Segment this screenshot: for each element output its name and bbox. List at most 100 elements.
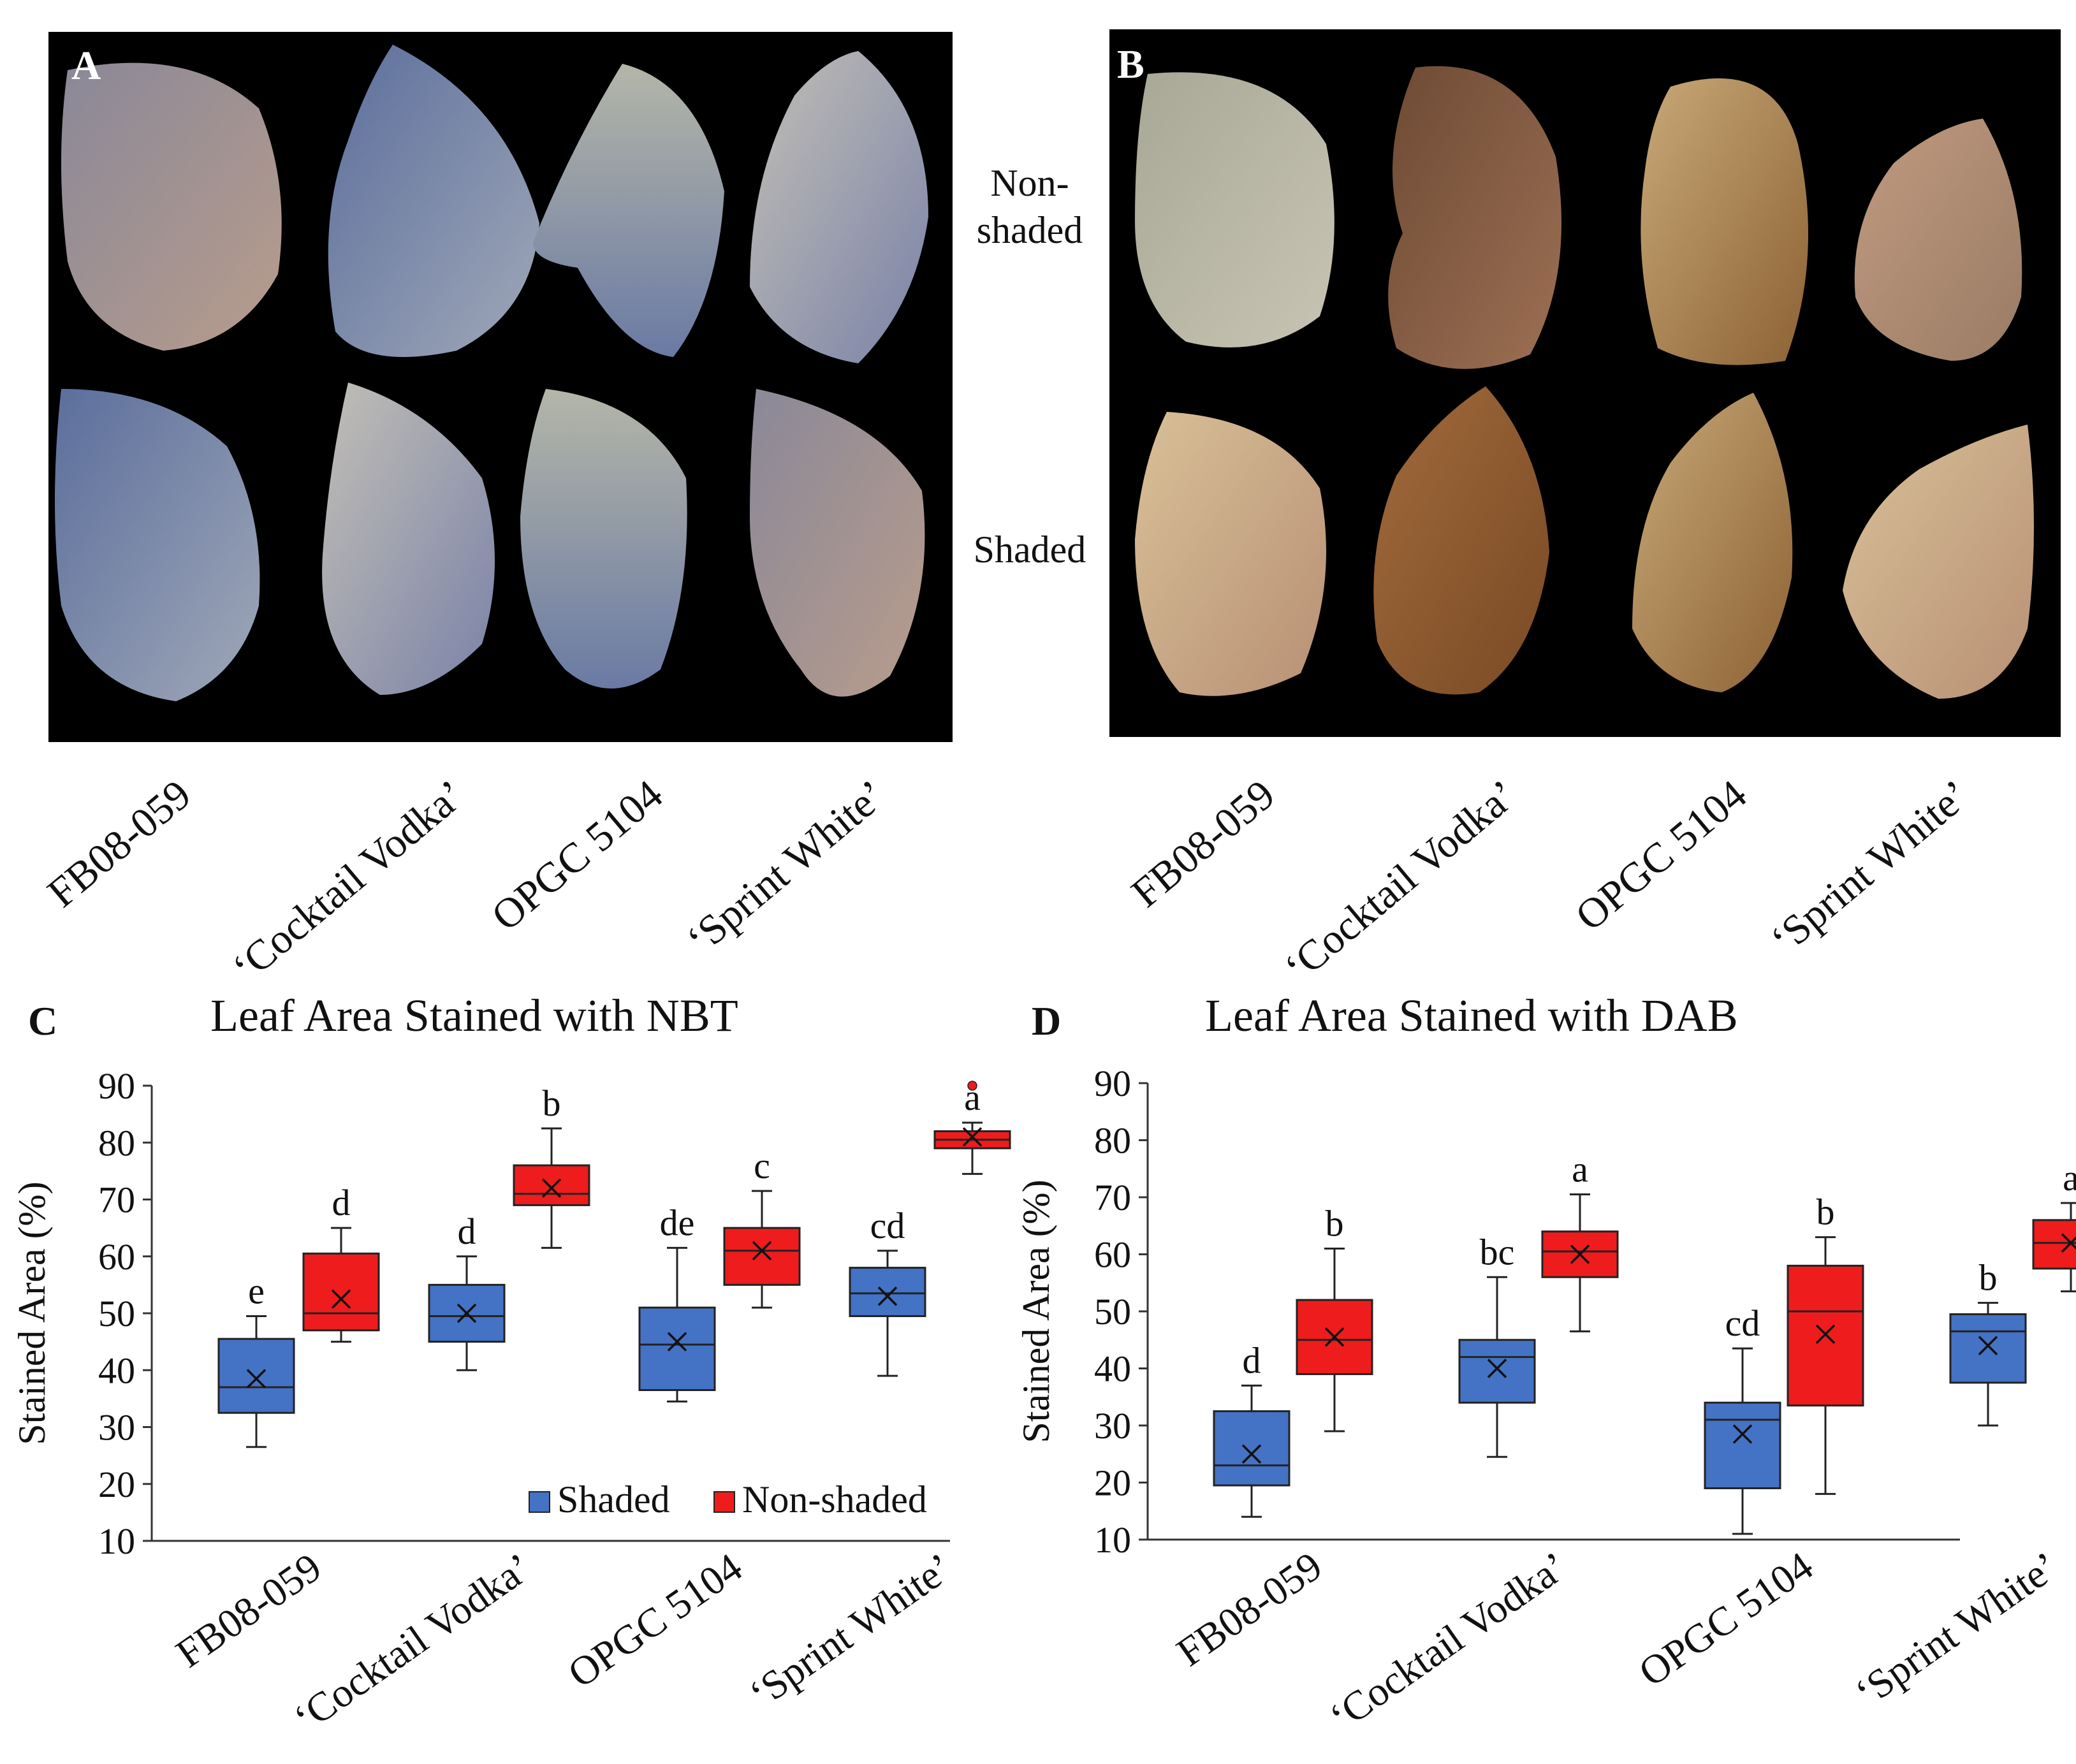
dab-photo-panel: B xyxy=(1109,29,2061,737)
leaf-a-shaded-4 xyxy=(750,389,925,697)
mean-marker xyxy=(962,1127,983,1147)
significance-letter: a xyxy=(1572,1149,1588,1190)
y-tick-label: 30 xyxy=(1094,1405,1131,1447)
iqr-box xyxy=(302,1252,380,1332)
x-category-label: OPGC 5104 xyxy=(1631,1543,1822,1695)
significance-letter: c xyxy=(754,1145,770,1186)
iqr-box xyxy=(1213,1410,1290,1487)
significance-letter: a xyxy=(964,1077,981,1118)
leaf-b-nonshaded-2 xyxy=(1388,66,1561,369)
leaf-a-nonshaded-4 xyxy=(750,51,928,363)
significance-letter: d xyxy=(1243,1339,1261,1381)
nonshaded-box-0: b xyxy=(1296,1203,1373,1432)
shaded-box-1: d xyxy=(428,1211,506,1371)
mean-marker xyxy=(752,1241,772,1261)
outlier-point xyxy=(967,1081,977,1091)
row-label-shaded: Shaded xyxy=(973,528,1086,571)
significance-letter: bc xyxy=(1480,1231,1515,1272)
y-tick-label: 60 xyxy=(98,1236,135,1278)
nbt-box-chart: 10 20 30 40 50 60 70 80 90 Stained Area (%) e d FB08… xyxy=(11,1065,1011,1741)
y-tick-label: 50 xyxy=(98,1293,135,1334)
leaf-a-shaded-3 xyxy=(520,389,687,689)
y-tick-label: 10 xyxy=(1094,1519,1131,1561)
shaded-box-3: b xyxy=(1949,1257,2027,1427)
shaded-box-0: d xyxy=(1213,1339,1290,1518)
x-category-label: FB08-059 xyxy=(1169,1543,1330,1675)
legend-swatch-nonshaded xyxy=(713,1491,735,1513)
nonshaded-box-3: a xyxy=(933,1077,1011,1175)
mean-marker xyxy=(877,1286,898,1306)
mean-marker xyxy=(1732,1424,1753,1444)
y-tick-label: 80 xyxy=(98,1122,135,1163)
significance-letter: cd xyxy=(1725,1302,1760,1344)
significance-letter: b xyxy=(1979,1257,1998,1299)
significance-letter: d xyxy=(458,1211,476,1252)
nbt-photo-panel: A xyxy=(48,32,953,742)
y-tick-label: 20 xyxy=(98,1464,135,1505)
panel-letter-d: D xyxy=(1032,998,1062,1044)
iqr-box xyxy=(428,1283,506,1343)
nonshaded-box-1: a xyxy=(1541,1149,1619,1332)
mean-marker xyxy=(1570,1244,1590,1264)
significance-letter: d xyxy=(332,1182,351,1223)
x-category-label: FB08-059 xyxy=(168,1544,329,1676)
iqr-box xyxy=(1458,1339,1536,1404)
shaded-box-2: cd xyxy=(1704,1302,1781,1535)
y-tick-label: 20 xyxy=(1094,1462,1131,1504)
legend-label-shaded: Shaded xyxy=(557,1478,670,1520)
nonshaded-box-1: b xyxy=(513,1082,590,1249)
mean-marker xyxy=(1978,1336,1998,1355)
leaf-a-nonshaded-2 xyxy=(328,45,539,357)
mean-marker xyxy=(246,1369,267,1389)
panel-letter-b: B xyxy=(1117,41,1144,87)
y-tick-label: 40 xyxy=(1094,1348,1131,1390)
nonshaded-box-2: b xyxy=(1787,1192,1864,1495)
y-tick-label: 40 xyxy=(98,1350,135,1391)
nonshaded-box-2: c xyxy=(723,1145,801,1309)
leaf-a-nonshaded-1 xyxy=(61,62,282,351)
y-tick-label: 80 xyxy=(1094,1120,1131,1162)
mean-marker xyxy=(541,1178,562,1198)
x-category-label: ‘Sprint White’ xyxy=(741,1544,960,1717)
mean-marker xyxy=(1324,1327,1345,1347)
y-tick-label: 90 xyxy=(98,1065,135,1107)
x-category-label: ‘Sprint White’ xyxy=(1847,1543,2066,1716)
significance-letter: cd xyxy=(870,1205,905,1246)
chart-d-title: Leaf Area Stained with DAB xyxy=(1205,990,1738,1041)
iqr-box xyxy=(638,1306,716,1391)
legend-label-nonshaded: Non-shaded xyxy=(742,1478,927,1520)
mean-marker xyxy=(457,1303,477,1323)
dab-leaf-photos xyxy=(1135,66,2034,699)
significance-letter: b xyxy=(1326,1203,1344,1244)
panel-letter-c: C xyxy=(28,998,58,1044)
nonshaded-box-3: a xyxy=(2032,1157,2076,1293)
nbt-leaf-photos xyxy=(55,45,928,701)
y-axis-label: Stained Area (%) xyxy=(11,1181,53,1445)
panel-letter-a: A xyxy=(71,43,101,88)
shaded-box-2: de xyxy=(638,1202,716,1403)
leaf-b-nonshaded-1 xyxy=(1135,72,1334,347)
iqr-box xyxy=(1541,1230,1619,1278)
iqr-box xyxy=(723,1227,801,1286)
iqr-box xyxy=(849,1267,926,1317)
leaf-a-nonshaded-3 xyxy=(533,64,724,357)
y-tick-label: 90 xyxy=(1094,1063,1131,1104)
iqr-box xyxy=(1949,1313,2027,1384)
leaf-a-shaded-1 xyxy=(55,389,260,701)
x-category-label: OPGC 5104 xyxy=(560,1544,750,1696)
significance-letter: b xyxy=(1816,1192,1835,1233)
leaf-b-shaded-2 xyxy=(1373,386,1549,695)
significance-letter: a xyxy=(2063,1157,2076,1199)
iqr-box xyxy=(1704,1401,1781,1489)
mean-marker xyxy=(1815,1324,1836,1345)
mean-marker xyxy=(667,1332,687,1352)
leaf-a-shaded-2 xyxy=(322,383,495,695)
y-tick-label: 10 xyxy=(98,1520,135,1562)
significance-letter: de xyxy=(660,1202,695,1243)
iqr-box xyxy=(513,1164,590,1206)
mean-marker xyxy=(331,1289,351,1309)
shaded-box-0: e xyxy=(217,1270,295,1448)
leaf-b-nonshaded-3 xyxy=(1641,78,1808,365)
y-tick-label: 70 xyxy=(98,1179,135,1221)
mean-marker xyxy=(2061,1236,2076,1253)
